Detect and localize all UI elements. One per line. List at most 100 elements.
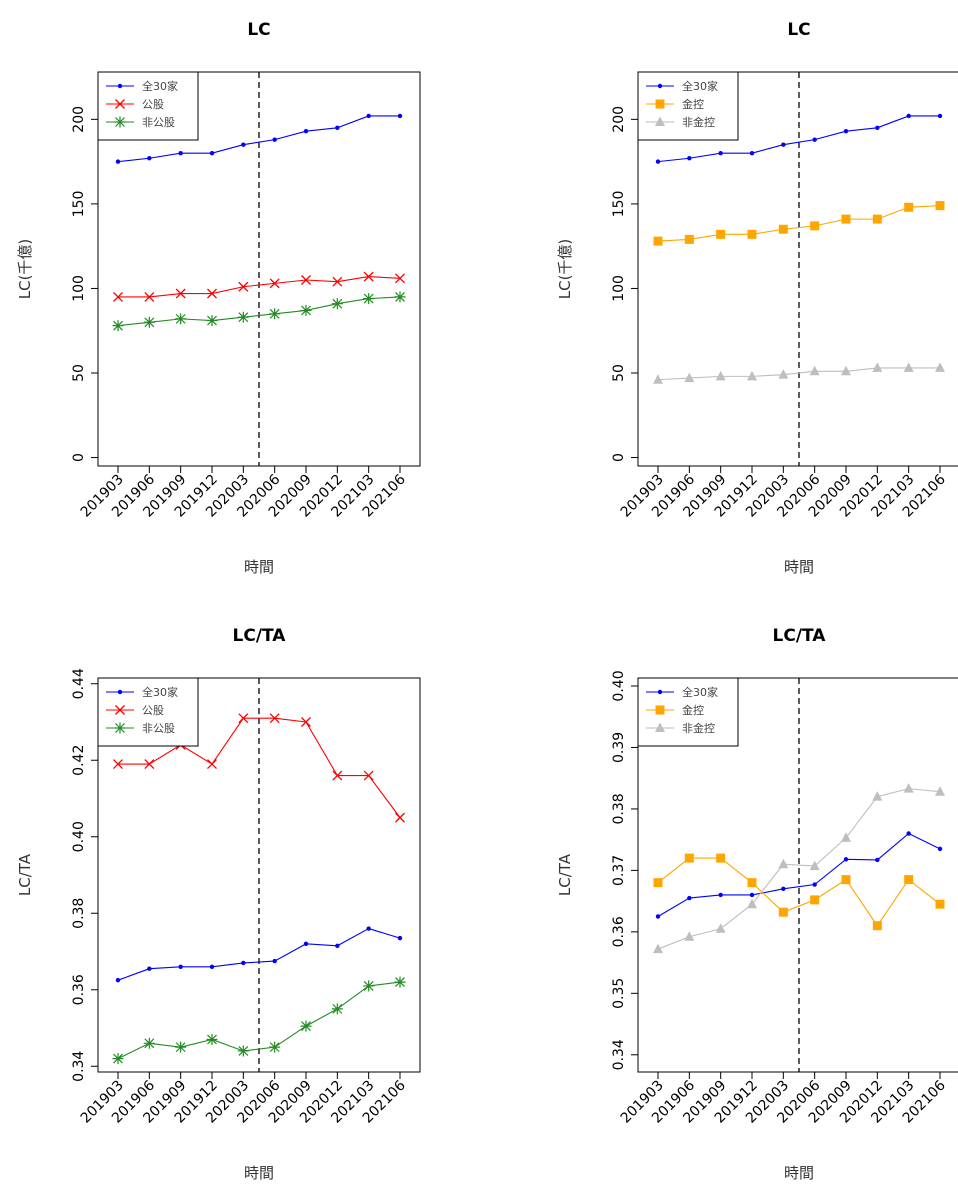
series-line [117,981,401,1060]
data-point [812,137,817,142]
data-point [238,713,249,724]
data-point [269,1041,281,1053]
series-line [118,717,401,818]
y-tick-label: 0.39 [611,732,627,763]
data-point [778,858,789,869]
data-point [143,1037,155,1049]
data-point [903,362,914,372]
y-tick-label: 50 [71,364,87,382]
data-point [115,159,121,164]
legend-swatch-marker [117,689,123,695]
data-point [906,113,911,119]
series-3 [653,362,945,384]
series-3 [112,976,406,1065]
data-point [175,1041,187,1053]
data-point [269,308,281,320]
data-point [935,899,945,909]
data-point [112,1053,124,1065]
data-point [778,907,788,917]
series-line [117,115,400,163]
data-point [904,202,914,212]
data-point [903,783,914,793]
data-point [300,304,312,316]
data-point [841,365,851,376]
data-point [147,156,152,161]
chart-panel-lc-holding: LC 0 50 100 150 200 201903 201906 201909 201912 20… [540,0,958,592]
series-line [657,367,940,381]
data-point [687,156,692,161]
legend-label: 全30家 [142,79,178,93]
legend-label: 金控 [682,97,704,111]
legend-box [637,677,739,747]
y-axis-label: LC(千億) [556,239,574,300]
y-tick-label: 0.40 [611,670,627,701]
y-tick-label: 0.36 [71,974,87,1005]
data-point [395,812,405,823]
data-point [937,113,943,119]
data-point [397,935,403,941]
data-point [872,214,882,224]
data-point [655,914,661,919]
legend-swatch-marker [115,705,125,715]
y-tick-label: 100 [71,275,87,302]
data-point [747,370,757,381]
series-1 [655,831,943,919]
data-point [781,886,786,892]
data-point [653,374,663,384]
data-point [716,229,726,239]
data-point [301,275,311,285]
data-point [363,271,374,282]
series-1 [655,113,943,164]
data-point [778,369,789,379]
legend-swatch-marker [114,116,126,128]
y-tick-label: 150 [71,191,87,218]
series-2 [653,853,945,931]
legend-swatch-marker [655,705,665,715]
data-point [112,320,124,332]
data-point [394,976,406,988]
y-tick-label: 150 [611,191,627,218]
data-point [178,150,183,156]
data-point [781,142,786,147]
data-point [935,362,945,372]
data-point [397,113,403,119]
data-point [653,878,663,888]
data-point [906,831,911,836]
data-point [653,236,663,246]
legend-swatch-marker [117,83,123,89]
chart-panel-lcta-ownership: LC/TA 0.34 0.36 0.38 0.40 0.42 0.44 201903 20190… [0,606,479,1198]
series-line [117,927,401,981]
data-point [872,791,883,801]
data-point [841,832,851,842]
legend-label: 金控 [682,703,704,717]
legend-swatch-marker [657,689,663,695]
data-point [300,1020,312,1032]
data-point [812,882,817,887]
chart-title: LC/TA [773,626,827,646]
y-tick-label: 50 [611,364,627,382]
x-axis-label: 時間 [244,558,274,576]
data-point [718,892,723,898]
data-point [206,1033,218,1045]
data-point [749,892,755,898]
data-point [747,878,757,888]
data-point [363,980,375,992]
data-point [331,298,343,310]
data-point [301,717,311,727]
data-point [684,853,694,863]
legend-label: 全30家 [682,685,718,699]
data-point [809,365,820,376]
y-axis-label: LC(千億) [16,239,34,300]
y-tick-label: 100 [611,275,627,302]
data-point [241,960,246,966]
data-point [655,159,661,164]
legend-label: 公股 [142,98,164,111]
legend-label: 全30家 [142,685,178,699]
data-point [687,895,692,901]
y-tick-label: 200 [71,106,87,133]
data-point [841,214,851,224]
y-tick-label: 0.40 [71,821,87,852]
